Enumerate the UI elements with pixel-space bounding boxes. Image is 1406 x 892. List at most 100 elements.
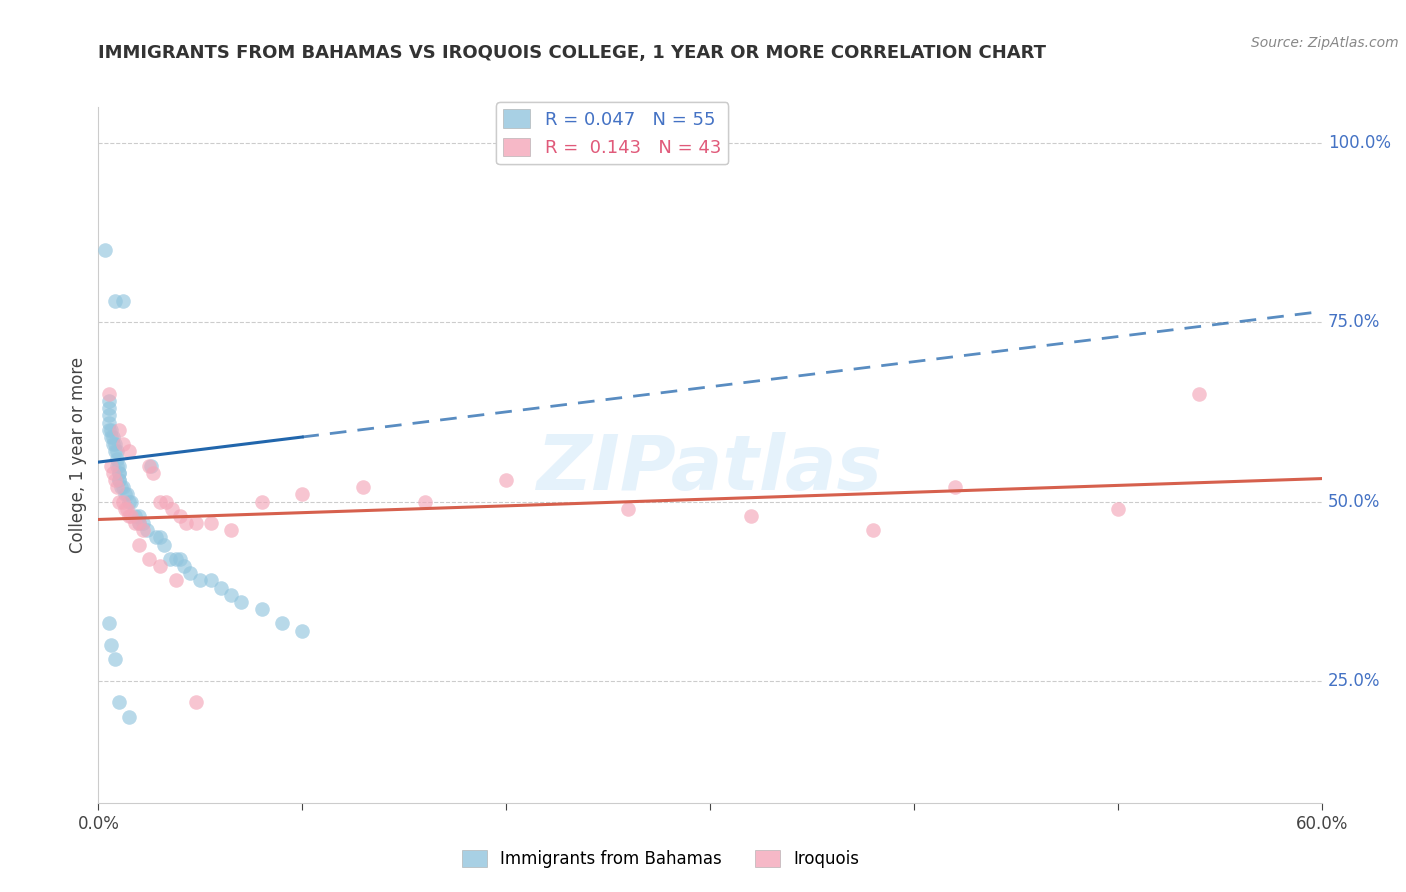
Point — [108, 466, 131, 480]
Point — [97, 616, 120, 631]
Point — [115, 501, 138, 516]
Point — [114, 487, 136, 501]
Point — [179, 566, 201, 581]
Text: Source: ZipAtlas.com: Source: ZipAtlas.com — [1251, 36, 1399, 50]
Point — [141, 458, 163, 473]
Point — [740, 508, 762, 523]
Point — [104, 293, 127, 308]
Point — [111, 494, 134, 508]
Point — [97, 401, 120, 416]
Text: ZIPatlas: ZIPatlas — [537, 432, 883, 506]
Point — [120, 494, 142, 508]
Text: 25.0%: 25.0% — [1327, 672, 1381, 690]
Point — [186, 695, 208, 709]
Point — [165, 552, 187, 566]
Point — [159, 552, 181, 566]
Point — [174, 516, 197, 530]
Point — [943, 480, 966, 494]
Point — [132, 523, 155, 537]
Point — [155, 494, 177, 508]
Point — [128, 516, 150, 530]
Point — [93, 244, 115, 258]
Point — [124, 516, 146, 530]
Point — [97, 394, 120, 409]
Point — [118, 494, 141, 508]
Point — [104, 652, 127, 666]
Point — [128, 508, 150, 523]
Point — [108, 494, 131, 508]
Point — [186, 516, 208, 530]
Text: IMMIGRANTS FROM BAHAMAS VS IROQUOIS COLLEGE, 1 YEAR OR MORE CORRELATION CHART: IMMIGRANTS FROM BAHAMAS VS IROQUOIS COLL… — [98, 45, 1046, 62]
Point — [101, 437, 124, 451]
Legend: R = 0.047   N = 55, R =  0.143   N = 43: R = 0.047 N = 55, R = 0.143 N = 43 — [496, 103, 728, 164]
Point — [145, 530, 167, 544]
Point — [110, 480, 132, 494]
Point — [169, 508, 191, 523]
Point — [105, 444, 128, 458]
Point — [200, 516, 222, 530]
Point — [108, 458, 131, 473]
Point — [100, 423, 122, 437]
Point — [97, 387, 120, 401]
Point — [128, 516, 150, 530]
Point — [100, 638, 122, 652]
Point — [291, 624, 314, 638]
Point — [136, 523, 159, 537]
Point — [219, 588, 242, 602]
Point — [132, 516, 155, 530]
Text: 100.0%: 100.0% — [1327, 134, 1391, 152]
Point — [108, 695, 131, 709]
Point — [149, 530, 172, 544]
Point — [124, 508, 146, 523]
Point — [352, 480, 374, 494]
Point — [413, 494, 436, 508]
Point — [617, 501, 640, 516]
Point — [100, 458, 122, 473]
Point — [219, 523, 242, 537]
Point — [111, 293, 134, 308]
Point — [270, 616, 294, 631]
Point — [862, 523, 884, 537]
Y-axis label: College, 1 year or more: College, 1 year or more — [69, 357, 87, 553]
Point — [104, 473, 127, 487]
Point — [97, 416, 120, 430]
Point — [105, 451, 128, 466]
Point — [188, 574, 212, 588]
Point — [231, 595, 253, 609]
Point — [160, 501, 183, 516]
Point — [138, 458, 160, 473]
Point — [108, 473, 131, 487]
Point — [114, 501, 136, 516]
Text: 75.0%: 75.0% — [1327, 313, 1381, 331]
Point — [108, 466, 131, 480]
Point — [1107, 501, 1129, 516]
Point — [120, 508, 142, 523]
Point — [104, 437, 127, 451]
Point — [149, 559, 172, 574]
Point — [105, 480, 128, 494]
Point — [250, 602, 273, 616]
Point — [495, 473, 517, 487]
Point — [118, 710, 141, 724]
Point — [118, 508, 141, 523]
Point — [200, 574, 222, 588]
Point — [250, 494, 273, 508]
Point — [128, 538, 150, 552]
Point — [209, 581, 232, 595]
Point — [115, 487, 138, 501]
Point — [169, 552, 191, 566]
Point — [101, 466, 124, 480]
Point — [118, 444, 141, 458]
Point — [152, 538, 174, 552]
Point — [1188, 387, 1211, 401]
Point — [142, 466, 165, 480]
Point — [149, 494, 172, 508]
Point — [100, 430, 122, 444]
Point — [97, 423, 120, 437]
Point — [173, 559, 195, 574]
Legend: Immigrants from Bahamas, Iroquois: Immigrants from Bahamas, Iroquois — [456, 843, 866, 875]
Point — [111, 437, 134, 451]
Point — [165, 574, 187, 588]
Point — [108, 473, 131, 487]
Point — [101, 430, 124, 444]
